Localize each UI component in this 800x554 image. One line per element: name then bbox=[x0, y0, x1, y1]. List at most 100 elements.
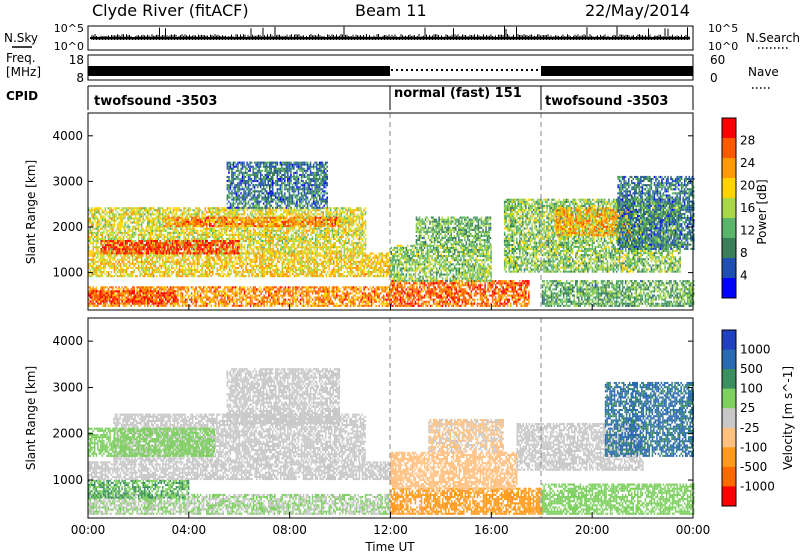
heatmap-cell bbox=[211, 288, 213, 290]
heatmap-cell bbox=[251, 295, 253, 297]
heatmap-cell bbox=[215, 288, 217, 290]
heatmap-cell bbox=[150, 286, 152, 288]
heatmap-cell bbox=[167, 286, 169, 288]
heatmap-cell bbox=[315, 299, 317, 301]
heatmap-cell bbox=[292, 295, 294, 297]
heatmap-cell bbox=[153, 299, 155, 301]
heatmap-cell bbox=[165, 303, 167, 305]
heatmap-cell bbox=[180, 288, 182, 290]
heatmap-cell bbox=[141, 301, 143, 303]
heatmap-cell bbox=[229, 288, 231, 290]
heatmap-cell bbox=[99, 290, 101, 292]
heatmap-cell bbox=[268, 295, 270, 297]
heatmap-cell bbox=[257, 305, 259, 307]
heatmap-cell bbox=[295, 295, 297, 297]
heatmap-cell bbox=[300, 288, 302, 290]
cpid-label: CPID bbox=[6, 89, 38, 103]
heatmap-cell bbox=[248, 292, 250, 294]
heatmap-cell bbox=[124, 297, 126, 299]
heatmap-cell bbox=[165, 286, 167, 288]
heatmap-cell bbox=[241, 292, 243, 294]
heatmap-cell bbox=[277, 299, 279, 301]
heatmap-cell bbox=[205, 295, 207, 297]
heatmap-cell bbox=[295, 286, 297, 288]
heatmap-cell bbox=[312, 290, 314, 292]
heatmap-cell bbox=[241, 297, 243, 299]
heatmap-cell bbox=[197, 290, 199, 292]
heatmap-cell bbox=[310, 288, 312, 290]
heatmap-cell bbox=[108, 288, 110, 290]
heatmap-cell bbox=[158, 305, 160, 307]
heatmap-cell bbox=[280, 286, 282, 288]
heatmap-cell bbox=[183, 301, 185, 303]
heatmap-cell bbox=[315, 297, 317, 299]
heatmap-cell bbox=[265, 297, 267, 299]
heatmap-cell bbox=[167, 299, 169, 301]
heatmap-cell bbox=[111, 286, 113, 288]
heatmap-cell bbox=[102, 288, 104, 290]
heatmap-cell bbox=[223, 288, 225, 290]
heatmap-cell bbox=[203, 286, 205, 288]
heatmap-cell bbox=[254, 303, 256, 305]
heatmap-cell bbox=[171, 301, 173, 303]
heatmap-cell bbox=[268, 286, 270, 288]
heatmap-cell bbox=[254, 290, 256, 292]
heatmap-cell bbox=[303, 290, 305, 292]
heatmap-cell bbox=[233, 299, 235, 301]
heatmap-cell bbox=[251, 299, 253, 301]
heatmap-cell bbox=[212, 301, 214, 303]
heatmap-cell bbox=[223, 305, 225, 307]
heatmap-cell bbox=[221, 292, 223, 294]
heatmap-cell bbox=[239, 290, 241, 292]
heatmap-cell bbox=[303, 305, 305, 307]
heatmap-cell bbox=[289, 292, 291, 294]
heatmap-cell bbox=[260, 290, 262, 292]
heatmap-cell bbox=[298, 295, 300, 297]
heatmap-cell bbox=[195, 301, 197, 303]
heatmap-cell bbox=[239, 305, 241, 307]
heatmap-cell bbox=[276, 301, 278, 303]
heatmap-cell bbox=[214, 290, 216, 292]
heatmap-cell bbox=[126, 305, 128, 307]
heatmap-cell bbox=[170, 305, 172, 307]
heatmap-cell bbox=[282, 286, 284, 288]
heatmap-cell bbox=[292, 305, 294, 307]
heatmap-cell bbox=[279, 288, 281, 290]
heatmap-cell bbox=[292, 290, 294, 292]
heatmap-cell bbox=[194, 301, 196, 303]
heatmap-cell bbox=[112, 295, 114, 297]
heatmap-cell bbox=[297, 297, 299, 299]
heatmap-cell bbox=[247, 292, 249, 294]
heatmap-cell bbox=[244, 299, 246, 301]
heatmap-cell bbox=[205, 297, 207, 299]
heatmap-cell bbox=[170, 286, 172, 288]
heatmap-cell bbox=[232, 299, 234, 301]
heatmap-cell bbox=[256, 305, 258, 307]
heatmap-cell bbox=[226, 295, 228, 297]
heatmap-cell bbox=[102, 305, 104, 307]
heatmap-cell bbox=[295, 305, 297, 307]
heatmap-cell bbox=[147, 297, 149, 299]
heatmap-cell bbox=[283, 288, 285, 290]
heatmap-cell bbox=[115, 305, 117, 307]
heatmap-cell bbox=[233, 305, 235, 307]
heatmap-cell bbox=[273, 295, 275, 297]
heatmap-cell bbox=[248, 301, 250, 303]
heatmap-cell bbox=[185, 303, 187, 305]
heatmap-cell bbox=[106, 295, 108, 297]
heatmap-cell bbox=[244, 290, 246, 292]
heatmap-cell bbox=[136, 286, 138, 288]
heatmap-cell bbox=[165, 288, 167, 290]
heatmap-cell bbox=[263, 303, 265, 305]
heatmap-cell bbox=[288, 295, 290, 297]
heatmap-cell bbox=[263, 299, 265, 301]
heatmap-cell bbox=[304, 295, 306, 297]
heatmap-cell bbox=[274, 290, 276, 292]
heatmap-cell bbox=[177, 303, 179, 305]
heatmap-cell bbox=[147, 286, 149, 288]
heatmap-cell bbox=[114, 295, 116, 297]
freq-bar-1 bbox=[88, 66, 390, 76]
heatmap-cell bbox=[247, 288, 249, 290]
heatmap-cell bbox=[280, 295, 282, 297]
heatmap-cell bbox=[218, 305, 220, 307]
